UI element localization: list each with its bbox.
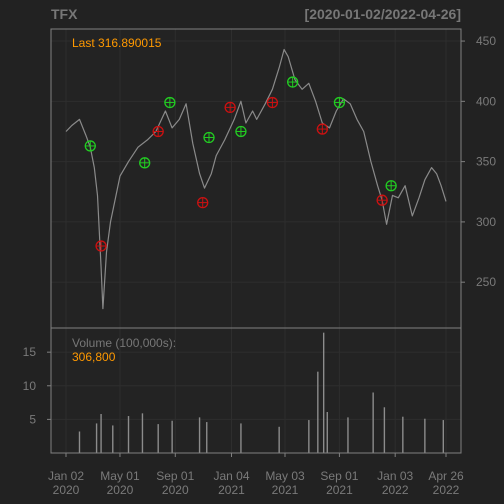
x-tick-year-label: 2022: [433, 483, 460, 497]
x-tick-year-label: 2020: [162, 483, 189, 497]
price-layer: [65, 48, 447, 310]
signal-marker: [385, 180, 397, 192]
signal-marker: [333, 96, 346, 109]
signal-marker: [224, 101, 236, 114]
volume-tick-label: 5: [29, 412, 36, 426]
volume-layer: [78, 332, 445, 453]
signal-marker: [152, 125, 164, 138]
price-tick-label: 300: [476, 215, 496, 229]
x-tick-label: Jan 02: [48, 469, 84, 483]
x-tick-label: Sep 01: [320, 469, 358, 483]
volume-tick-label: 10: [23, 379, 37, 393]
signal-marker: [376, 194, 388, 206]
volume-panel-frame: [50, 327, 462, 454]
x-tick-year-label: 2020: [53, 483, 80, 497]
signal-marker: [95, 240, 107, 252]
signal-marker: [203, 131, 215, 144]
signal-marker: [235, 125, 247, 138]
price-tick-label: 350: [476, 155, 496, 169]
signal-marker: [197, 196, 209, 209]
signal-marker: [139, 157, 151, 169]
price-tick-label: 450: [476, 34, 496, 48]
x-tick-label: Jan 04: [213, 469, 249, 483]
x-tick-year-label: 2022: [382, 483, 409, 497]
x-tick-year-label: 2021: [218, 483, 245, 497]
x-tick-label: Apr 26: [428, 469, 464, 483]
price-tick-label: 250: [476, 275, 496, 289]
volume-label: Volume (100,000s):: [72, 336, 176, 350]
price-panel-fill: [51, 29, 461, 328]
price-tick-label: 400: [476, 94, 496, 108]
signal-marker: [84, 140, 96, 152]
grid-layer: [51, 29, 461, 453]
signal-marker: [287, 76, 299, 88]
marker-layer: [84, 76, 397, 252]
x-tick-year-label: 2021: [272, 483, 299, 497]
x-tick-year-label: 2021: [326, 483, 353, 497]
signal-marker: [316, 123, 328, 135]
price-series-line: [65, 48, 447, 310]
signal-marker: [164, 96, 176, 109]
volume-panel-fill: [51, 328, 461, 453]
last-price-label: Last 316.890015: [72, 36, 162, 50]
signal-marker: [266, 96, 279, 109]
volume-last-value: 306,800: [72, 350, 116, 364]
x-tick-label: Jan 03: [377, 469, 413, 483]
x-tick-label: May 01: [100, 469, 140, 483]
volume-tick-label: 15: [23, 345, 37, 359]
x-tick-label: Sep 01: [156, 469, 194, 483]
x-tick-year-label: 2020: [107, 483, 134, 497]
x-tick-label: May 03: [265, 469, 305, 483]
chart-title: TFX: [51, 6, 78, 22]
date-range-label: [2020-01-02/2022-04-26]: [305, 6, 461, 22]
